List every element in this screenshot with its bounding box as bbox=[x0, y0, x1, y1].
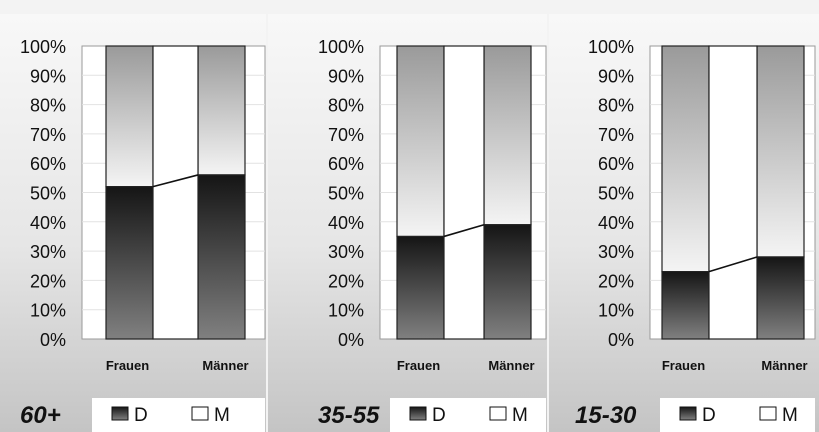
y-tick-label: 30% bbox=[30, 242, 66, 262]
y-tick-label: 20% bbox=[598, 271, 634, 291]
y-tick-label: 0% bbox=[608, 330, 634, 350]
series-connector-line bbox=[152, 174, 199, 188]
x-tick-label: Frauen bbox=[397, 358, 440, 373]
legend-label-D: D bbox=[134, 405, 148, 426]
y-tick-label: 30% bbox=[598, 242, 634, 262]
legend-swatch-D bbox=[111, 406, 129, 421]
y-tick-label: 10% bbox=[598, 301, 634, 321]
legend-swatch-M bbox=[489, 406, 507, 421]
y-tick-label: 100% bbox=[588, 37, 634, 57]
y-tick-label: 0% bbox=[338, 330, 364, 350]
y-tick-label: 80% bbox=[598, 96, 634, 116]
y-tick-label: 80% bbox=[328, 96, 364, 116]
chart-panel-3: 0% 10% 20% 30% 40% 50% 60% 70% 80% 90% 100% Frauen M… bbox=[549, 14, 819, 432]
y-tick-label: 50% bbox=[328, 184, 364, 204]
panel-title: 60+ bbox=[20, 402, 61, 429]
y-tick-label: 20% bbox=[328, 271, 364, 291]
y-tick-label: 40% bbox=[30, 213, 66, 233]
bar-segment-D bbox=[483, 224, 532, 340]
x-tick-label: Frauen bbox=[106, 358, 149, 373]
series-connector-line bbox=[443, 223, 485, 238]
legend-swatch-D bbox=[409, 406, 427, 421]
y-tick-label: 50% bbox=[598, 184, 634, 204]
y-tick-label: 90% bbox=[30, 66, 66, 86]
bar-segment-D bbox=[197, 174, 246, 340]
x-tick-label: Männer bbox=[202, 358, 248, 373]
y-tick-label: 90% bbox=[598, 66, 634, 86]
y-tick-label: 80% bbox=[30, 96, 66, 116]
x-tick-label: Männer bbox=[488, 358, 534, 373]
y-tick-label: 70% bbox=[30, 125, 66, 145]
y-tick-label: 60% bbox=[598, 154, 634, 174]
bar-segment-D bbox=[396, 235, 445, 340]
bar-segment-D bbox=[661, 271, 710, 340]
legend-label-M: M bbox=[214, 405, 230, 426]
connector-column bbox=[152, 45, 199, 340]
chart-panel-1: 0% 10% 20% 30% 40% 50% 60% 70% 80% 90% 100% Frauen M… bbox=[0, 14, 266, 432]
series-connector-line bbox=[708, 256, 758, 273]
y-tick-label: 50% bbox=[30, 184, 66, 204]
y-tick-label: 10% bbox=[30, 301, 66, 321]
y-tick-label: 100% bbox=[318, 37, 364, 57]
bar-segment-M bbox=[197, 45, 246, 176]
y-tick-label: 0% bbox=[40, 330, 66, 350]
x-tick-label: Männer bbox=[761, 358, 807, 373]
bar-segment-M bbox=[756, 45, 805, 258]
legend-swatch-M bbox=[191, 406, 209, 421]
connector-column bbox=[708, 45, 758, 340]
legend-label-M: M bbox=[782, 405, 798, 426]
y-tick-label: 10% bbox=[328, 301, 364, 321]
y-tick-label: 20% bbox=[30, 271, 66, 291]
y-tick-label: 40% bbox=[328, 213, 364, 233]
bar-segment-D bbox=[756, 256, 805, 340]
y-tick-label: 60% bbox=[328, 154, 364, 174]
legend-swatch-D bbox=[679, 406, 697, 421]
y-tick-label: 70% bbox=[598, 125, 634, 145]
bar-segment-D bbox=[105, 186, 154, 340]
y-tick-label: 70% bbox=[328, 125, 364, 145]
y-tick-label: 90% bbox=[328, 66, 364, 86]
panel-title: 35-55 bbox=[318, 402, 380, 429]
legend-label-D: D bbox=[432, 405, 446, 426]
y-tick-label: 30% bbox=[328, 242, 364, 262]
y-tick-label: 60% bbox=[30, 154, 66, 174]
legend-swatch-M bbox=[759, 406, 777, 421]
bar-segment-M bbox=[483, 45, 532, 226]
bar-segment-M bbox=[661, 45, 710, 273]
y-tick-label: 40% bbox=[598, 213, 634, 233]
x-tick-label: Frauen bbox=[662, 358, 705, 373]
legend-label-M: M bbox=[512, 405, 528, 426]
chart-panel-2: 0% 10% 20% 30% 40% 50% 60% 70% 80% 90% 100% Frauen M… bbox=[268, 14, 547, 432]
legend-label-D: D bbox=[702, 405, 716, 426]
y-tick-label: 100% bbox=[20, 37, 66, 57]
bar-segment-M bbox=[396, 45, 445, 238]
panel-title: 15-30 bbox=[575, 402, 637, 429]
connector-column bbox=[443, 45, 485, 340]
bar-segment-M bbox=[105, 45, 154, 188]
